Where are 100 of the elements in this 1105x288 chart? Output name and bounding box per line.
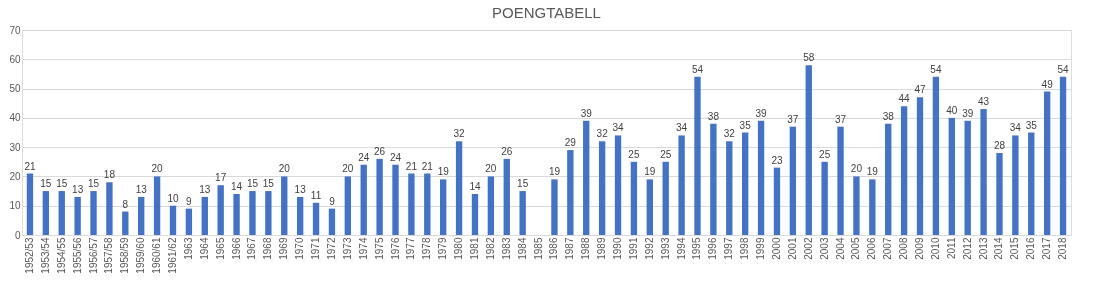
- x-tick-label: 1978: [421, 237, 433, 260]
- x-tick-label: 1996: [707, 237, 719, 260]
- bar: [519, 191, 526, 235]
- bar: [789, 126, 797, 235]
- x-tick-label: 1995: [691, 237, 703, 260]
- data-label: 9: [186, 195, 193, 207]
- x-tick-label: 1991: [627, 237, 639, 260]
- bar: [598, 141, 606, 235]
- data-label: 54: [1057, 63, 1070, 75]
- data-label: 15: [40, 178, 52, 190]
- data-label: 32: [596, 128, 609, 140]
- bar: [471, 194, 479, 235]
- bar: [122, 211, 129, 235]
- bar: [694, 76, 701, 235]
- x-tick-label: 1958/59: [119, 237, 131, 274]
- bar: [296, 196, 304, 235]
- x-tick-label: 1965: [214, 237, 226, 260]
- bar: [932, 76, 940, 235]
- bar: [440, 179, 447, 235]
- bar: [201, 196, 208, 235]
- data-label: 47: [914, 84, 927, 96]
- x-tick-label: 1998: [739, 237, 751, 260]
- y-tick-label: 50: [9, 83, 21, 95]
- x-tick-label: 1961/62: [166, 237, 178, 274]
- data-label: 20: [342, 163, 354, 175]
- x-tick-label: 2017: [1041, 237, 1053, 260]
- data-label: 19: [437, 166, 450, 178]
- bar: [551, 179, 558, 235]
- x-tick-label: 1968: [262, 237, 274, 260]
- y-tick-label: 40: [9, 112, 21, 124]
- x-tick-label: 1980: [453, 237, 465, 260]
- bar: [678, 135, 685, 235]
- data-label: 13: [199, 183, 211, 195]
- data-label: 13: [294, 183, 307, 195]
- x-tick-label: 2000: [770, 237, 782, 260]
- data-label: 54: [691, 63, 704, 75]
- x-tick-label: 1982: [484, 237, 496, 260]
- x-tick-label: 1977: [405, 237, 417, 260]
- x-tick-label: 2009: [914, 237, 926, 260]
- x-tick-label: 1987: [564, 237, 576, 260]
- x-tick-label: 1953/54: [39, 237, 51, 274]
- bar: [487, 176, 495, 235]
- data-label: 38: [882, 110, 895, 122]
- data-label: 15: [246, 178, 259, 190]
- x-tick-label: 2013: [977, 237, 989, 260]
- x-tick-label: 1997: [723, 237, 735, 260]
- bar: [662, 161, 669, 235]
- x-tick-label: 2011: [945, 237, 957, 260]
- y-tick-label: 70: [9, 24, 21, 36]
- bar: [996, 153, 1003, 235]
- bar: [1059, 76, 1067, 235]
- data-label: 21: [421, 160, 434, 172]
- data-label: 28: [993, 140, 1006, 151]
- bar: [710, 123, 717, 235]
- data-label: 20: [151, 163, 164, 175]
- data-label: 39: [580, 107, 593, 119]
- data-label: 14: [231, 181, 243, 192]
- bar: [503, 158, 510, 235]
- x-tick-label: 1988: [580, 237, 592, 260]
- data-label: 32: [453, 128, 466, 140]
- data-label: 15: [56, 178, 68, 190]
- x-tick-label: 2003: [818, 237, 830, 260]
- data-label: 13: [135, 183, 148, 195]
- bar: [153, 176, 161, 235]
- data-label: 26: [374, 145, 386, 157]
- x-tick-label: 1955/56: [71, 237, 83, 274]
- bar: [265, 191, 272, 235]
- data-label: 25: [819, 148, 831, 160]
- data-label: 39: [962, 107, 974, 119]
- x-tick-label: 1957/58: [103, 237, 115, 274]
- x-tick-label: 1969: [278, 237, 290, 260]
- bar: [328, 208, 336, 235]
- bar: [916, 97, 924, 235]
- bar: [1012, 135, 1019, 235]
- x-tick-label: 2005: [850, 237, 862, 260]
- bar: [455, 141, 463, 235]
- x-tick-label: 1967: [246, 237, 258, 260]
- bar: [726, 141, 733, 235]
- chart-title: POENGTABELL: [492, 4, 601, 21]
- bar: [169, 205, 177, 235]
- x-tick-label: 1984: [516, 237, 528, 260]
- x-tick-label: 1954/55: [55, 237, 67, 274]
- x-tick-label: 2004: [834, 237, 846, 260]
- x-tick-label: 2015: [1009, 237, 1021, 260]
- y-tick-label: 0: [14, 229, 21, 241]
- data-label: 58: [803, 52, 815, 64]
- data-label: 21: [405, 160, 418, 172]
- x-tick-label: 1966: [230, 237, 242, 260]
- y-tick-label: 20: [9, 170, 21, 182]
- bar: [948, 117, 955, 235]
- x-tick-label: 2016: [1025, 237, 1037, 260]
- bar: [900, 106, 908, 235]
- x-tick-label: 2007: [882, 237, 894, 260]
- x-tick-label: 1972: [325, 237, 337, 260]
- data-label: 39: [755, 107, 768, 119]
- bar: [376, 158, 383, 235]
- bar: [885, 123, 892, 235]
- bar: [392, 164, 399, 235]
- bar: [1028, 132, 1035, 235]
- x-tick-label: 2014: [993, 237, 1005, 260]
